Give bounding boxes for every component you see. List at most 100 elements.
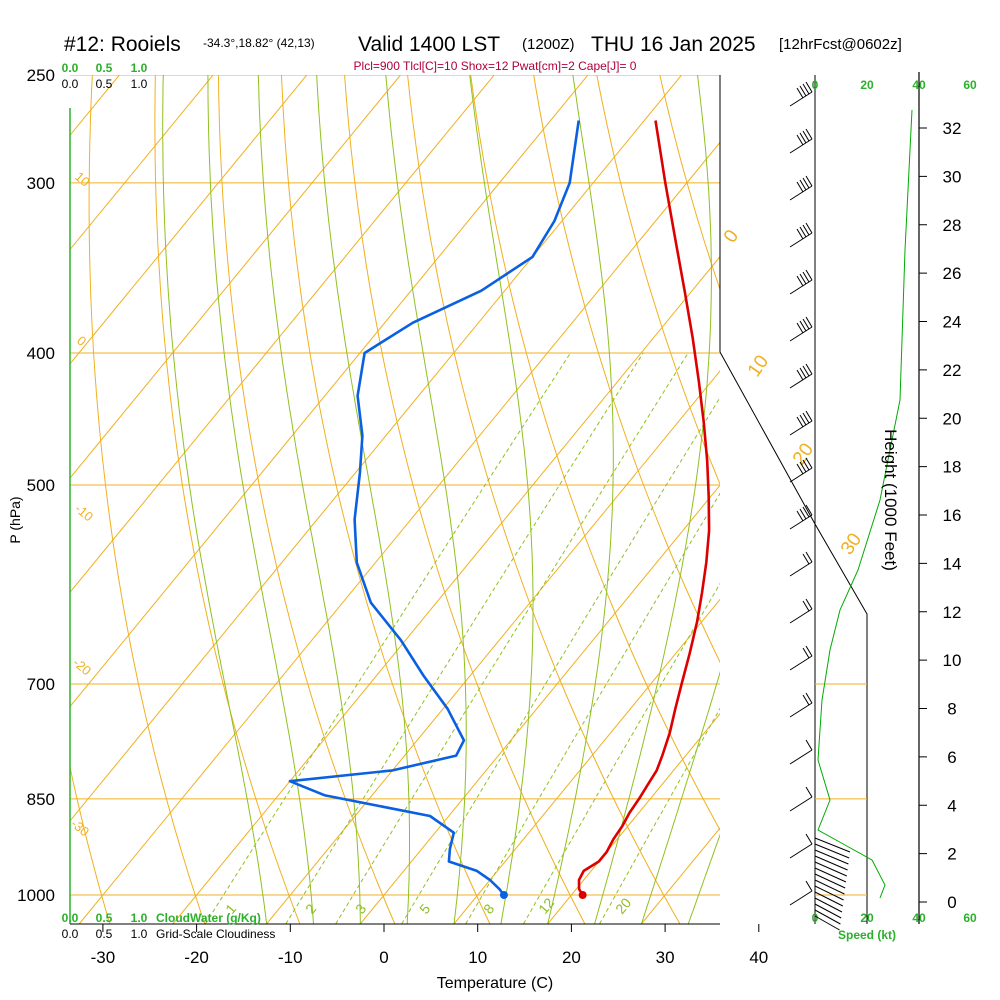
dry-adiabat-line <box>280 75 491 924</box>
speed-axis-label: Speed (kt) <box>838 928 896 942</box>
height-tick-label: 2 <box>947 845 956 864</box>
wind-barb-flag <box>805 645 813 657</box>
cloudwater-scale-top: 0.0 <box>62 61 79 75</box>
wind-barb-lowlevel <box>814 891 844 907</box>
wind-barb-flag <box>802 365 810 377</box>
speed-tick-bottom: 60 <box>963 911 977 925</box>
pressure-tick-label: 400 <box>27 344 55 363</box>
wind-speed-trace <box>817 109 913 899</box>
wind-barb-staff <box>789 279 813 295</box>
wind-barb-flag <box>799 508 807 520</box>
temperature-profile-surface-dot <box>578 891 587 899</box>
dry-adiabat-line <box>470 75 720 832</box>
wind-barb-flag <box>802 694 810 706</box>
wind-barb-flag <box>805 269 813 281</box>
temperature-tick-label: 40 <box>749 948 768 967</box>
wind-barb-flag <box>805 222 813 234</box>
height-tick-label: 32 <box>943 119 962 138</box>
wind-barb-staff <box>789 796 813 812</box>
temperature-tick-label: -30 <box>91 948 116 967</box>
moist-adiabat-line <box>687 833 720 924</box>
mixing-ratio-line <box>204 352 571 924</box>
wind-barb-flag <box>802 130 810 142</box>
wind-barb-flag <box>796 322 804 334</box>
wind-barb-staff <box>789 91 813 107</box>
temperature-tick-label: 20 <box>562 948 581 967</box>
wind-barb-flag <box>805 410 813 422</box>
height-tick-label: 24 <box>943 313 962 332</box>
stability-indices: Plcl=900 Tlcl[C]=10 Shox=12 Pwat[cm]=2 C… <box>354 59 637 73</box>
cloudwater-scale-top: 1.0 <box>131 61 148 75</box>
dry-adiabat-label: -20 <box>70 655 94 679</box>
wind-barb-flag <box>805 81 813 93</box>
wind-barb-flag <box>796 87 804 99</box>
wind-barb-flag <box>796 369 804 381</box>
mixing-ratio-line <box>465 492 720 924</box>
wind-barb-lowlevel <box>814 837 851 853</box>
isotherm-label: 0 <box>720 226 743 247</box>
wind-barb-lowlevel <box>814 915 840 931</box>
dry-adiabat-line <box>88 75 206 924</box>
height-tick-label: 28 <box>943 216 962 235</box>
valid-time: Valid 1400 LST <box>358 33 500 56</box>
height-axis-label: Height (1000 Feet) <box>881 429 900 571</box>
height-tick-label: 22 <box>943 361 962 380</box>
isotherm-line <box>70 75 214 251</box>
wind-barb-staff <box>789 608 813 624</box>
wind-barb-staff <box>789 514 813 530</box>
wind-panel-boundary <box>719 351 868 924</box>
cloudiness-scale-bottom: 0.0 <box>62 927 79 941</box>
isotherm-line <box>78 141 720 924</box>
wind-barb-flag <box>802 271 810 283</box>
height-tick-label: 30 <box>943 167 962 186</box>
wind-barb-staff <box>789 373 813 389</box>
speed-tick-top: 0 <box>812 78 819 92</box>
wind-barb-flag <box>802 177 810 189</box>
mixing-ratio-line <box>335 352 689 924</box>
wind-barb-flag <box>805 504 813 516</box>
wind-barb-staff <box>789 655 813 671</box>
mixing-ratio-label: 2 <box>302 901 319 917</box>
wind-barb-lowlevel <box>814 885 844 901</box>
wind-barb-flag <box>796 228 804 240</box>
wind-barb-flag <box>805 457 813 469</box>
moist-adiabat-line <box>316 75 410 924</box>
pressure-tick-label: 700 <box>27 675 55 694</box>
dry-adiabat-line <box>847 70 1000 934</box>
speed-tick-bottom: 20 <box>860 911 874 925</box>
wind-barb-lowlevel <box>814 849 849 865</box>
moist-adiabat-line <box>547 75 614 924</box>
wind-barb-flag <box>799 414 807 426</box>
height-tick-label: 4 <box>947 796 956 815</box>
mixing-ratio-line <box>523 582 720 924</box>
dewpoint-profile <box>288 120 580 896</box>
temperature-tick-label: -10 <box>278 948 303 967</box>
height-tick-label: 26 <box>943 264 962 283</box>
wind-barb-staff <box>789 702 813 718</box>
wind-barb-flag <box>802 459 810 471</box>
dewpoint-profile-surface-dot <box>499 891 508 899</box>
wind-barb-flag <box>799 273 807 285</box>
wind-barb-lowlevel <box>814 867 847 883</box>
wind-barb-flag <box>802 224 810 236</box>
dry-adiabat-line <box>154 75 301 924</box>
wind-barb-staff <box>789 420 813 436</box>
moist-adiabat-line <box>469 75 534 924</box>
wind-barb-flag <box>802 506 810 518</box>
cloudiness-scale-top: 0.0 <box>62 77 79 91</box>
moist-adiabat-line <box>162 75 268 924</box>
mixing-ratio-line <box>285 352 644 924</box>
wind-barb-lowlevel <box>814 861 848 877</box>
mixing-ratio-label: 5 <box>416 901 433 917</box>
moist-adiabat-line <box>257 75 361 924</box>
isotherm-line <box>266 370 720 924</box>
isotherm-label: 30 <box>837 530 866 559</box>
wind-barb-flag <box>802 83 810 95</box>
cloudiness-scale-bottom: 1.0 <box>131 927 148 941</box>
dry-adiabat-line <box>533 75 720 664</box>
temperature-profile <box>577 120 711 896</box>
cloudiness-scale-top: 1.0 <box>131 77 148 91</box>
speed-tick-top: 60 <box>963 78 977 92</box>
pressure-axis-label: P (hPa) <box>7 496 23 543</box>
station-name: #12: Rooiels <box>64 33 181 56</box>
